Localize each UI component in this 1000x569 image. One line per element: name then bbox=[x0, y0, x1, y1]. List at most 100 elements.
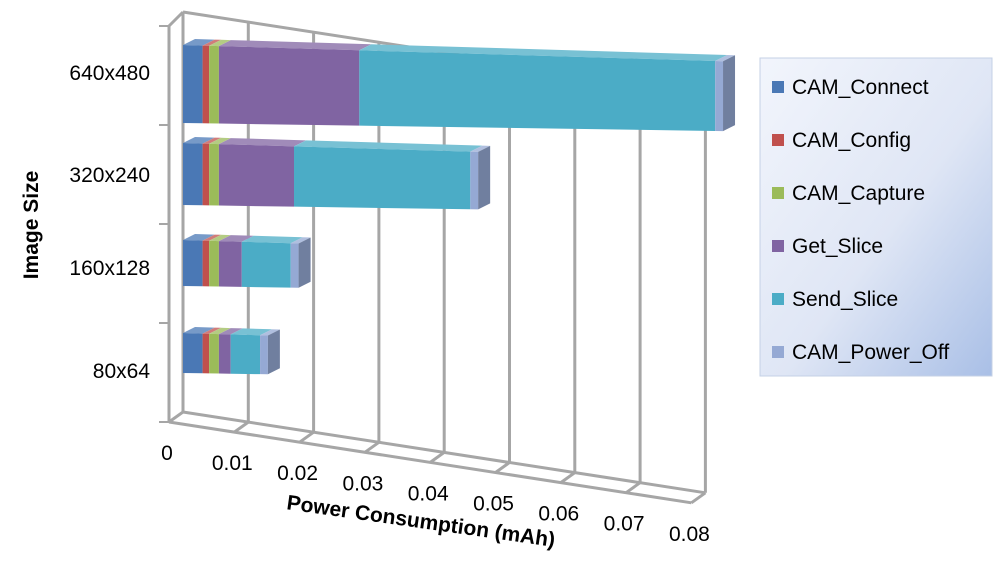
legend-box bbox=[759, 57, 993, 377]
bar-top-CAM_Config bbox=[202, 327, 222, 334]
bar-segment-Send_Slice bbox=[359, 50, 716, 131]
bar-top-Send_Slice bbox=[230, 328, 273, 336]
bar-top-CAM_Power_Off bbox=[260, 329, 280, 336]
legend-items: CAM_Connect CAM_Config CAM_Capture Get_Slic… bbox=[772, 76, 949, 364]
bar-end-cap bbox=[267, 329, 280, 375]
bar-top-CAM_Connect bbox=[183, 137, 215, 144]
grid-line-depth bbox=[429, 451, 446, 464]
bar-top-CAM_Connect bbox=[183, 327, 215, 334]
x-tick-label: 0.07 bbox=[604, 513, 645, 536]
grid-line-depth bbox=[298, 430, 315, 444]
bar-group-160x128 bbox=[183, 234, 311, 288]
grid-layer bbox=[159, 10, 707, 505]
bar-top-CAM_Power_Off bbox=[290, 237, 311, 244]
bar-segment-Get_Slice bbox=[218, 241, 242, 287]
bar-segment-CAM_Connect bbox=[183, 45, 203, 124]
bar-end-cap bbox=[298, 237, 311, 288]
legend-label-Send_Slice: Send_Slice bbox=[792, 288, 898, 311]
bar-segment-Get_Slice bbox=[218, 334, 231, 374]
bar-top-CAM_Capture bbox=[209, 137, 231, 145]
bar-segment-CAM_Config bbox=[202, 240, 210, 287]
legend-label-CAM_Capture: CAM_Capture bbox=[792, 182, 925, 205]
grid-line-depth bbox=[233, 420, 250, 434]
grid-line-depth bbox=[625, 481, 641, 494]
bar-segment-Get_Slice bbox=[218, 144, 295, 207]
legend-swatch-CAM_Power_Off bbox=[772, 346, 784, 358]
bar-top-Send_Slice bbox=[359, 44, 728, 61]
bar-group-320x240 bbox=[183, 137, 491, 210]
x-tick-label: 0.06 bbox=[538, 503, 579, 526]
x-tick-label: 0.03 bbox=[342, 472, 383, 495]
grid-line-depth bbox=[559, 471, 576, 484]
bar-top-CAM_Config bbox=[202, 39, 222, 46]
legend-swatch-CAM_Config bbox=[772, 134, 784, 146]
grid-line-depth bbox=[494, 461, 511, 474]
x-tick-label: 0.05 bbox=[473, 493, 514, 516]
bar-top-CAM_Config bbox=[202, 137, 222, 144]
x-tick-label: 0.01 bbox=[212, 452, 253, 475]
bar-top-Send_Slice bbox=[294, 140, 483, 152]
grid-line-depth bbox=[168, 410, 184, 424]
bar-segment-CAM_Power_Off bbox=[290, 243, 299, 288]
bar-segment-CAM_Connect bbox=[183, 333, 203, 374]
legend-label-CAM_Connect: CAM_Connect bbox=[792, 76, 929, 99]
legend-swatch-Get_Slice bbox=[772, 240, 784, 252]
legend-label-CAM_Config: CAM_Config bbox=[792, 129, 911, 152]
bar-top-Get_Slice bbox=[218, 235, 254, 242]
bar-segment-Send_Slice bbox=[241, 241, 291, 288]
legend-swatch-CAM_Connect bbox=[772, 81, 784, 93]
bar-top-Get_Slice bbox=[218, 138, 307, 147]
bar-group-80x64 bbox=[183, 327, 280, 375]
x-tick-label: 0.04 bbox=[408, 482, 449, 505]
y-tick-label: 160x128 bbox=[69, 257, 150, 280]
bar-segment-CAM_Config bbox=[202, 143, 210, 206]
bar-segment-Send_Slice bbox=[230, 334, 261, 375]
bar-group-640x480 bbox=[183, 39, 736, 132]
bar-segment-CAM_Connect bbox=[183, 143, 203, 206]
side-wall-top-edge bbox=[167, 10, 185, 28]
y-axis-title: Image Size bbox=[20, 171, 43, 280]
bar-top-Get_Slice bbox=[218, 328, 243, 335]
bar-top-CAM_Config bbox=[202, 234, 222, 241]
bar-top-CAM_Connect bbox=[183, 234, 215, 241]
bar-segment-CAM_Connect bbox=[183, 240, 203, 287]
legend-swatch-CAM_Capture bbox=[772, 187, 784, 199]
bar-top-CAM_Connect bbox=[183, 39, 215, 46]
x-tick-label: 0.02 bbox=[277, 462, 318, 485]
y-tick-label: 320x240 bbox=[69, 164, 150, 187]
bar-segment-CAM_Power_Off bbox=[715, 60, 724, 132]
bar-segment-CAM_Capture bbox=[209, 333, 219, 374]
x-tick-label: 0 bbox=[161, 442, 173, 465]
bar-segment-CAM_Capture bbox=[209, 143, 219, 206]
bars-layer bbox=[183, 39, 736, 375]
bar-segment-Send_Slice bbox=[294, 146, 471, 210]
x-tick-label: 0.08 bbox=[669, 523, 710, 546]
bar-top-CAM_Capture bbox=[209, 327, 231, 335]
bar-segment-CAM_Capture bbox=[209, 45, 219, 124]
bar-end-cap bbox=[723, 55, 736, 132]
legend-label-Get_Slice: Get_Slice bbox=[792, 235, 883, 258]
y-tick-label: 640x480 bbox=[69, 62, 150, 85]
floor-front-edge bbox=[168, 420, 692, 505]
bar-segment-CAM_Power_Off bbox=[260, 335, 268, 375]
grid-line-depth bbox=[364, 441, 380, 454]
grid-line-depth bbox=[690, 491, 707, 505]
bar-segment-Get_Slice bbox=[218, 46, 360, 126]
bar-top-Get_Slice bbox=[218, 40, 372, 51]
bar-segment-CAM_Config bbox=[202, 333, 210, 374]
bar-top-Send_Slice bbox=[241, 235, 303, 244]
legend-label-CAM_Power_Off: CAM_Power_Off bbox=[792, 341, 949, 364]
bar-end-cap bbox=[478, 145, 491, 210]
bar-top-CAM_Capture bbox=[209, 39, 231, 47]
bar-top-CAM_Capture bbox=[209, 234, 231, 242]
bar-top-CAM_Power_Off bbox=[470, 145, 491, 152]
bar-segment-CAM_Power_Off bbox=[470, 151, 479, 210]
bar-top-CAM_Power_Off bbox=[715, 54, 736, 62]
legend-swatch-Send_Slice bbox=[772, 293, 784, 305]
legend: CAM_Connect CAM_Config CAM_Capture Get_Slic… bbox=[759, 57, 993, 377]
floor-back-edge bbox=[182, 410, 706, 495]
y-tick-label: 80x64 bbox=[93, 360, 151, 383]
bar-segment-CAM_Capture bbox=[209, 240, 219, 287]
